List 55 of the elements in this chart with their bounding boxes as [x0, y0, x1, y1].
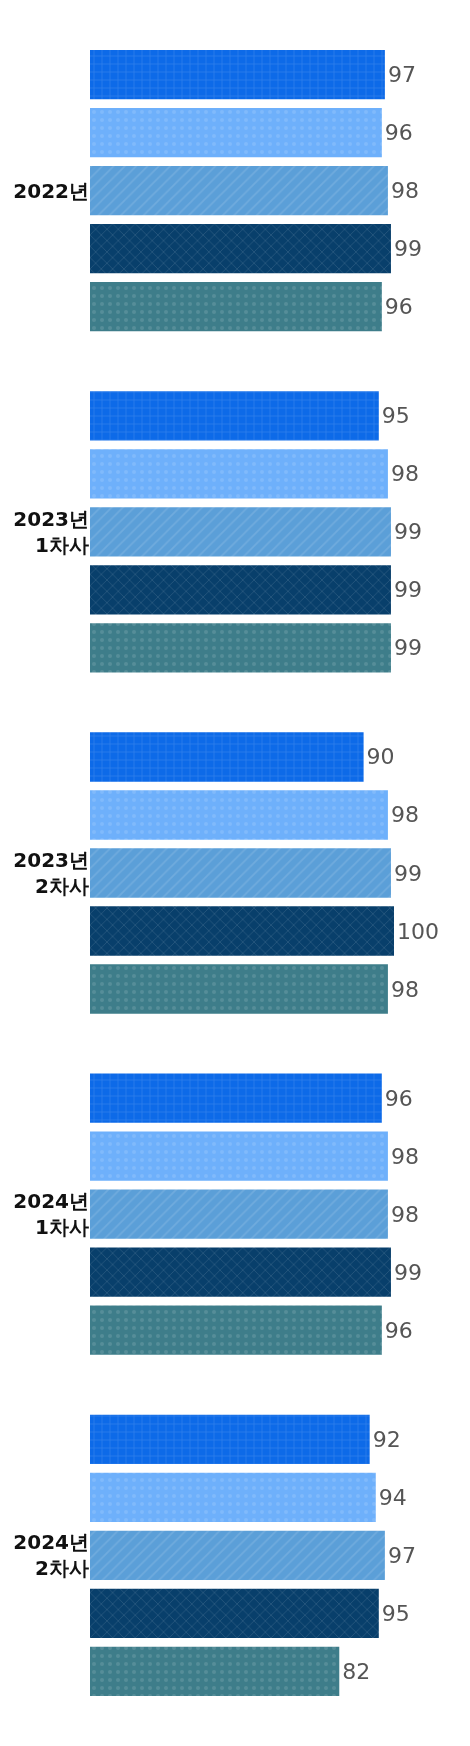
data-label: 96	[384, 120, 413, 146]
bar	[90, 1247, 391, 1297]
bar	[90, 964, 388, 1014]
data-label: 96	[384, 294, 413, 320]
bar	[90, 1588, 379, 1639]
data-label: 99	[393, 1259, 422, 1285]
bar	[90, 623, 391, 673]
data-label: 98	[390, 1143, 419, 1169]
bar	[90, 1189, 388, 1239]
bar	[90, 281, 382, 332]
data-label: 97	[387, 1542, 416, 1568]
bar	[90, 565, 391, 615]
data-label: 82	[342, 1658, 371, 1684]
bar	[90, 848, 391, 898]
data-label: 99	[393, 519, 422, 545]
bar	[90, 732, 364, 782]
data-label: 100	[397, 918, 439, 944]
data-label: 96	[384, 1085, 413, 1111]
y-tick-label: 2023년 2차사	[13, 848, 89, 898]
bar	[90, 507, 391, 557]
data-label: 94	[378, 1484, 407, 1510]
bar	[90, 1530, 385, 1581]
data-label: 98	[390, 178, 419, 204]
bar	[90, 49, 385, 100]
bar	[90, 1305, 382, 1355]
bar	[90, 165, 388, 216]
data-label: 98	[390, 976, 419, 1002]
y-tick-label: 2023년 1차사	[13, 506, 89, 557]
bar	[90, 1472, 376, 1523]
y-tick-label: 2024년 1차사	[13, 1189, 89, 1240]
data-label: 99	[393, 236, 422, 262]
bar	[90, 906, 394, 956]
bar	[90, 790, 388, 840]
bar	[90, 391, 379, 441]
bar	[90, 107, 382, 158]
data-label: 98	[390, 1201, 419, 1227]
bar	[90, 1414, 370, 1465]
bar	[90, 1131, 388, 1181]
data-label: 96	[384, 1317, 413, 1343]
y-tick-label: 2024년 2차사	[13, 1530, 89, 1581]
data-label: 95	[381, 1600, 410, 1626]
data-label: 99	[393, 635, 422, 661]
data-label: 98	[390, 802, 419, 828]
bar	[90, 223, 391, 274]
bar	[90, 449, 388, 499]
data-label: 97	[387, 62, 416, 88]
data-label: 92	[372, 1426, 401, 1452]
data-label: 99	[393, 860, 422, 886]
bar	[90, 1073, 382, 1123]
bar	[90, 1646, 340, 1697]
data-label: 95	[381, 403, 410, 429]
data-label: 98	[390, 461, 419, 487]
data-label: 99	[393, 577, 422, 603]
data-label: 90	[366, 744, 395, 770]
y-tick-label: 2022년	[13, 178, 89, 203]
